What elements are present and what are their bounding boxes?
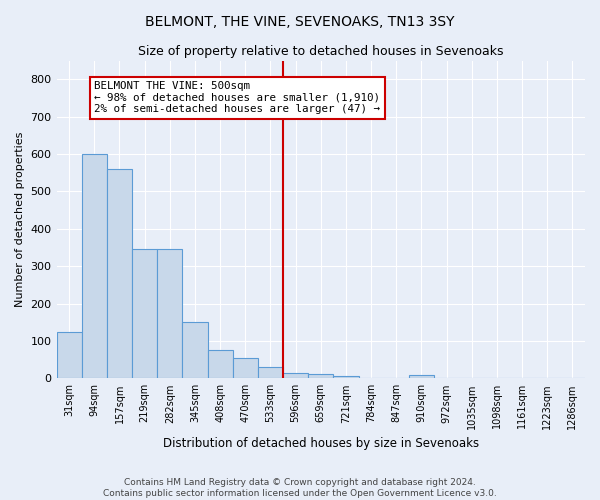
Bar: [107, 169, 132, 378]
Bar: [182, 322, 208, 378]
Text: Contains HM Land Registry data © Crown copyright and database right 2024.
Contai: Contains HM Land Registry data © Crown c…: [103, 478, 497, 498]
Text: BELMONT THE VINE: 500sqm
← 98% of detached houses are smaller (1,910)
2% of semi: BELMONT THE VINE: 500sqm ← 98% of detach…: [94, 81, 380, 114]
X-axis label: Distribution of detached houses by size in Sevenoaks: Distribution of detached houses by size …: [163, 437, 479, 450]
Bar: [157, 248, 182, 378]
Text: BELMONT, THE VINE, SEVENOAKS, TN13 3SY: BELMONT, THE VINE, SEVENOAKS, TN13 3SY: [145, 15, 455, 29]
Bar: [56, 332, 82, 378]
Bar: [308, 374, 334, 378]
Bar: [82, 154, 107, 378]
Bar: [283, 374, 308, 378]
Bar: [409, 376, 434, 378]
Title: Size of property relative to detached houses in Sevenoaks: Size of property relative to detached ho…: [138, 45, 503, 58]
Bar: [334, 376, 359, 378]
Bar: [208, 350, 233, 378]
Bar: [233, 358, 258, 378]
Y-axis label: Number of detached properties: Number of detached properties: [15, 132, 25, 307]
Bar: [258, 367, 283, 378]
Bar: [132, 248, 157, 378]
